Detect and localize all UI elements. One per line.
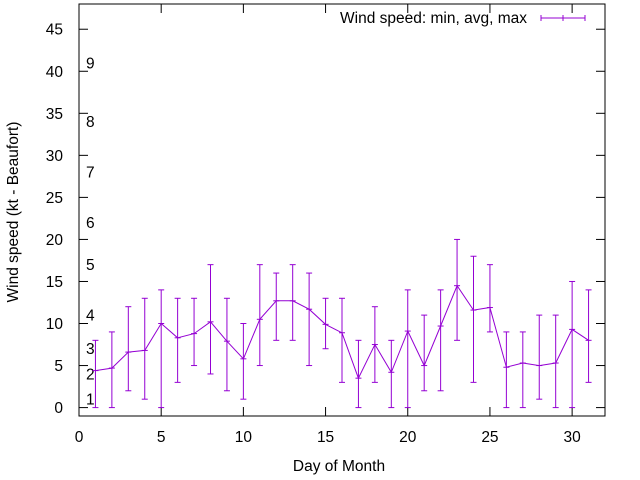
x-tick-label: 5 [157,429,166,446]
x-tick-label: 15 [317,429,334,446]
beaufort-label: 3 [86,341,95,358]
y-tick-label: 5 [54,358,63,375]
x-tick-label: 0 [75,429,84,446]
beaufort-label: 9 [86,55,95,72]
beaufort-label: 8 [86,114,95,131]
beaufort-label: 1 [86,392,95,409]
legend-sample-errorbar [540,15,586,21]
beaufort-label: 4 [86,308,95,325]
x-tick-label: 10 [235,429,253,446]
y-tick-label: 35 [46,106,63,123]
beaufort-scale-labels: 1 2 3 4 5 6 7 8 9 [86,55,95,408]
beaufort-label: 2 [86,366,95,383]
x-axis-title: Day of Month [293,458,385,475]
plot-frame [78,3,606,417]
legend: Wind speed: min, avg, max [340,10,586,27]
avg-series-line [95,284,589,380]
y-axis-title: Wind speed (kt - Beaufort) [5,122,22,303]
beaufort-label: 6 [86,215,95,232]
legend-label: Wind speed: min, avg, max [340,10,527,27]
y-tick-label: 0 [54,400,63,417]
y-tick-label: 45 [46,22,63,39]
beaufort-label: 5 [86,257,95,274]
y-tick-label: 15 [46,274,63,291]
y-tick-label: 20 [46,232,64,249]
x-tick-label: 30 [564,429,582,446]
y-tick-label: 25 [46,190,63,207]
x-tick-label: 25 [481,429,498,446]
series-layer [92,238,592,409]
beaufort-label: 7 [86,165,95,182]
y-tick-label: 10 [46,316,64,333]
y-tick-label: 30 [46,148,64,165]
x-tick-label: 20 [399,429,417,446]
y-tick-label: 40 [46,64,64,81]
